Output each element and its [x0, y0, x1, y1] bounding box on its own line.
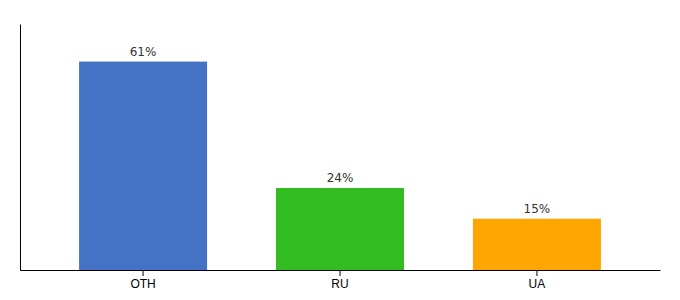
plot: OTH RU UA 61% 24% 15% — [21, 25, 661, 291]
x-tick: RU — [331, 270, 348, 291]
y-axis — [20, 25, 21, 271]
chart: OTH RU UA 61% 24% 15% — [0, 0, 680, 300]
bar — [79, 62, 207, 270]
bar — [473, 219, 601, 270]
data-label: 61% — [130, 45, 157, 59]
x-tick-label: UA — [529, 277, 546, 291]
x-tick-label: OTH — [130, 277, 155, 291]
bar — [276, 188, 404, 270]
data-label: 24% — [327, 171, 354, 185]
x-axis: OTH RU UA — [21, 270, 661, 291]
data-labels: 61% 24% 15% — [130, 45, 551, 216]
data-label: 15% — [524, 202, 551, 216]
x-tick-mark — [340, 270, 341, 276]
x-tick: OTH — [130, 270, 155, 291]
bars — [79, 62, 601, 270]
y-axis-line — [20, 25, 21, 271]
x-tick-mark — [536, 270, 537, 276]
x-tick-label: RU — [331, 277, 348, 291]
x-tick-mark — [143, 270, 144, 276]
x-tick: UA — [529, 270, 546, 291]
